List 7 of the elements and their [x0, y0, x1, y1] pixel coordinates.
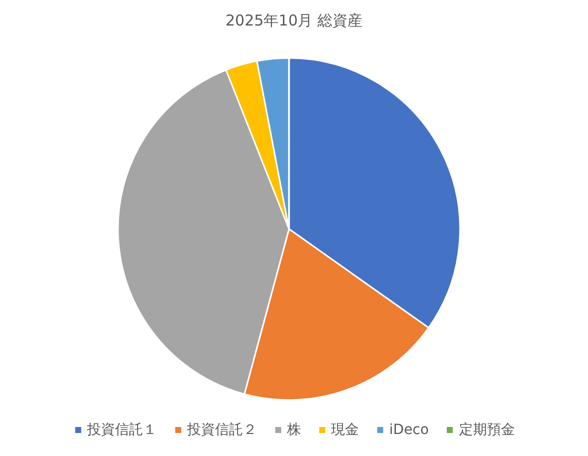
legend-label: 株	[286, 422, 302, 438]
legend-label: 投資信託２	[186, 422, 258, 438]
legend-label: 投資信託１	[86, 422, 158, 438]
legend-label: 定期預金	[458, 422, 515, 438]
legend-label: 現金	[331, 422, 360, 438]
legend-label: iDeco	[389, 422, 429, 438]
chart-title: 2025年10月 総資産	[225, 12, 363, 30]
